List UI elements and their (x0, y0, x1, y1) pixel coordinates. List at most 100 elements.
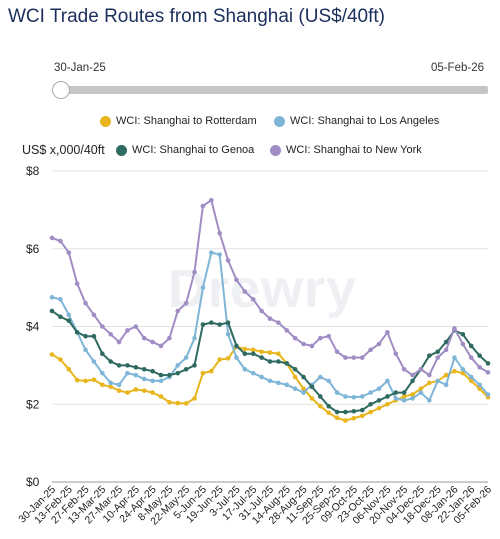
series-point-1 (460, 366, 466, 372)
series-point-3 (66, 250, 72, 255)
series-point-2 (318, 394, 323, 399)
series-point-3 (334, 349, 340, 355)
series-point-3 (418, 366, 424, 372)
series-point-0 (74, 377, 80, 383)
series-point-1 (410, 396, 415, 401)
series-point-1 (351, 394, 357, 400)
series-point-0 (318, 403, 323, 409)
series-point-0 (267, 350, 273, 355)
series-point-1 (326, 378, 331, 384)
series-point-0 (418, 386, 424, 392)
series-point-3 (242, 289, 248, 294)
series-point-0 (376, 405, 382, 411)
series-point-1 (209, 250, 214, 255)
series-point-2 (66, 318, 72, 323)
series-point-2 (141, 366, 147, 372)
series-point-2 (91, 333, 97, 339)
legend-item-new-york[interactable]: WCI: Shanghai to New York (270, 144, 422, 156)
series-point-1 (334, 390, 340, 395)
series-point-3 (292, 335, 298, 341)
series-point-0 (301, 386, 306, 392)
series-point-3 (427, 372, 432, 378)
series-point-0 (116, 388, 122, 393)
series-point-2 (108, 359, 113, 364)
series-point-1 (435, 378, 440, 384)
series-point-1 (385, 378, 390, 384)
series-point-3 (267, 316, 273, 322)
series-point-1 (116, 382, 122, 388)
series-point-1 (368, 390, 373, 395)
series-point-3 (58, 238, 63, 244)
series-point-0 (359, 413, 365, 419)
legend-item-rotterdam[interactable]: WCI: Shanghai to Rotterdam (100, 115, 257, 127)
legend-item-los-angeles[interactable]: WCI: Shanghai to Los Angeles (274, 115, 439, 127)
chart-title: WCI Trade Routes from Shanghai (US$/40ft… (8, 6, 385, 27)
series-point-3 (359, 355, 365, 360)
series-point-3 (301, 341, 306, 347)
slider-start-handle[interactable] (52, 81, 70, 99)
series-point-3 (167, 335, 172, 341)
series-point-2 (175, 370, 181, 376)
slider-track[interactable] (62, 86, 488, 94)
series-point-2 (74, 330, 80, 335)
series-point-3 (452, 326, 457, 331)
series-point-3 (477, 365, 482, 370)
series-point-1 (443, 382, 449, 388)
series-point-0 (410, 392, 415, 397)
series-line-3 (51, 198, 489, 377)
series-point-3 (343, 355, 348, 360)
series-point-1 (150, 378, 155, 384)
series-point-0 (385, 401, 390, 407)
series-point-3 (91, 312, 97, 318)
series-point-1 (225, 331, 231, 337)
series-point-1 (83, 347, 88, 353)
y-axis-label: US$ x,000/40ft (22, 143, 105, 157)
series-point-1 (200, 285, 206, 290)
series-point-0 (175, 400, 181, 406)
y-tick-label: $6 (26, 242, 40, 256)
series-point-2 (443, 339, 449, 345)
series-point-0 (250, 347, 256, 353)
series-point-3 (225, 258, 231, 263)
series-point-0 (158, 394, 164, 399)
legend-label-genoa: WCI: Shanghai to Genoa (132, 144, 255, 156)
series-point-2 (309, 384, 315, 390)
series-point-0 (58, 357, 63, 362)
y-tick-label: $4 (26, 320, 40, 334)
series-point-2 (125, 363, 130, 368)
series-point-2 (217, 322, 222, 327)
series-point-1 (343, 394, 348, 399)
series-point-3 (125, 328, 130, 333)
series-point-2 (376, 398, 382, 403)
series-point-0 (183, 401, 189, 406)
series-point-0 (309, 396, 315, 401)
series-point-0 (242, 346, 248, 352)
series-point-2 (477, 353, 482, 358)
series-point-2 (259, 355, 264, 360)
series-point-2 (225, 320, 231, 325)
series-point-2 (460, 331, 466, 337)
series-point-1 (276, 380, 281, 386)
series-point-2 (301, 374, 306, 380)
legend-label-new-york: WCI: Shanghai to New York (286, 144, 422, 156)
series-point-2 (242, 351, 248, 357)
series-point-0 (452, 368, 457, 374)
series-point-3 (183, 300, 189, 306)
series-point-3 (234, 277, 239, 283)
series-point-3 (150, 339, 155, 345)
legend-item-genoa[interactable]: WCI: Shanghai to Genoa (116, 144, 254, 156)
series-point-2 (393, 390, 399, 395)
series-point-3 (250, 296, 256, 302)
series-point-1 (485, 392, 491, 397)
series-point-0 (427, 380, 432, 386)
series-point-3 (259, 308, 264, 314)
series-point-2 (192, 363, 197, 368)
series-point-3 (158, 343, 164, 349)
series-point-1 (250, 370, 256, 376)
slider-start-label: 30-Jan-25 (54, 62, 106, 74)
series-point-2 (267, 359, 273, 364)
series-point-3 (133, 324, 139, 329)
series-point-2 (368, 401, 373, 407)
date-range-slider[interactable]: 30-Jan-25 05-Feb-26 (52, 62, 488, 102)
